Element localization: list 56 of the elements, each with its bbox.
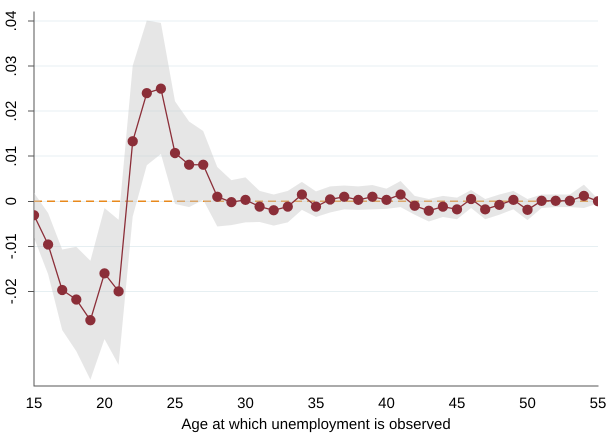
y-tick-label: -.02 bbox=[3, 278, 20, 304]
point bbox=[226, 197, 237, 208]
point bbox=[466, 194, 476, 204]
point bbox=[564, 196, 575, 206]
point bbox=[480, 204, 490, 215]
point bbox=[212, 192, 222, 202]
y-tick-label: .04 bbox=[3, 10, 20, 32]
point bbox=[550, 196, 561, 206]
x-tick-label: 40 bbox=[378, 395, 395, 412]
point bbox=[113, 286, 124, 297]
x-tick-label: 55 bbox=[590, 395, 606, 412]
point bbox=[452, 204, 462, 215]
y-tick-label: .03 bbox=[3, 56, 20, 76]
x-tick-label: 50 bbox=[519, 395, 536, 412]
point bbox=[410, 200, 420, 211]
point bbox=[99, 268, 110, 278]
point bbox=[282, 202, 293, 212]
point bbox=[353, 194, 364, 206]
x-tick-label: 30 bbox=[237, 395, 254, 412]
point bbox=[71, 294, 82, 305]
point bbox=[578, 190, 590, 201]
y-tick-label: 0 bbox=[3, 197, 20, 206]
point bbox=[296, 189, 308, 200]
point bbox=[367, 192, 378, 202]
point bbox=[85, 315, 96, 326]
y-tick-label: .01 bbox=[3, 146, 20, 167]
y-tick-label: -.01 bbox=[3, 233, 20, 260]
point bbox=[156, 83, 166, 94]
x-tick-label: 25 bbox=[166, 395, 184, 412]
point bbox=[536, 196, 547, 206]
point bbox=[310, 202, 322, 212]
point bbox=[494, 200, 504, 210]
point bbox=[57, 284, 68, 296]
x-tick-label: 35 bbox=[308, 395, 324, 412]
y-tick-label: .02 bbox=[3, 100, 20, 122]
point bbox=[268, 205, 279, 216]
point bbox=[254, 202, 265, 212]
point bbox=[522, 204, 533, 215]
point bbox=[438, 202, 448, 212]
x-axis-title: Age at which unemployment is observed bbox=[181, 416, 451, 434]
x-tick-label: 45 bbox=[448, 395, 466, 412]
point bbox=[128, 136, 138, 146]
point bbox=[170, 148, 180, 158]
point bbox=[42, 239, 54, 250]
point bbox=[324, 194, 336, 205]
point bbox=[198, 160, 208, 170]
point bbox=[240, 194, 251, 206]
point bbox=[142, 88, 152, 98]
point bbox=[424, 206, 434, 216]
point bbox=[184, 160, 194, 170]
point bbox=[508, 194, 519, 206]
point bbox=[381, 194, 392, 206]
point bbox=[339, 192, 350, 202]
point bbox=[395, 189, 406, 200]
x-tick-label: 15 bbox=[26, 395, 42, 412]
x-tick-label: 20 bbox=[96, 395, 113, 412]
